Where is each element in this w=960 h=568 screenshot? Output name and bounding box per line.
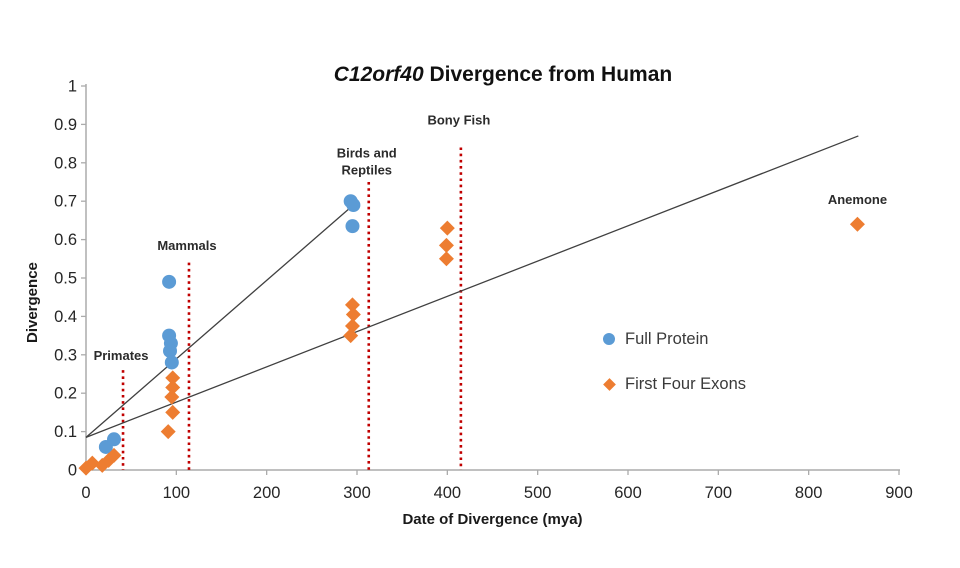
point-first-four-exons bbox=[165, 379, 181, 395]
y-tick-label: 0.3 bbox=[54, 346, 77, 364]
point-first-four-exons bbox=[438, 237, 454, 253]
point-full-protein bbox=[163, 343, 178, 358]
x-tick-label: 700 bbox=[705, 484, 733, 502]
full-protein-circle-icon bbox=[598, 333, 620, 345]
point-first-four-exons bbox=[343, 328, 359, 344]
point-first-four-exons bbox=[344, 318, 360, 334]
point-full-protein bbox=[162, 274, 177, 289]
point-first-four-exons bbox=[344, 297, 360, 313]
x-tick-label: 0 bbox=[81, 484, 90, 502]
clade-label: Primates bbox=[94, 348, 149, 363]
y-tick-label: 0.2 bbox=[54, 385, 77, 403]
x-tick-label: 800 bbox=[795, 484, 823, 502]
y-tick-label: 1 bbox=[68, 78, 77, 96]
point-first-four-exons bbox=[165, 404, 181, 420]
point-full-protein bbox=[107, 432, 122, 447]
legend-label-full-protein: Full Protein bbox=[625, 329, 709, 348]
clade-label: Mammals bbox=[157, 238, 216, 253]
y-tick-label: 0.7 bbox=[54, 193, 77, 211]
y-tick-label: 0.6 bbox=[54, 231, 77, 249]
x-tick-label: 900 bbox=[885, 484, 913, 502]
legend: Full Protein First Four Exons bbox=[598, 322, 746, 412]
y-tick-label: 0.9 bbox=[54, 116, 77, 134]
legend-item-full-protein: Full Protein bbox=[598, 322, 746, 356]
clade-label: Bony Fish bbox=[427, 112, 490, 127]
legend-item-first-four-exons: First Four Exons bbox=[598, 367, 746, 401]
point-first-four-exons bbox=[438, 251, 454, 267]
y-tick-label: 0.5 bbox=[54, 270, 77, 288]
point-full-protein bbox=[345, 219, 360, 234]
clade-label: Reptiles bbox=[341, 162, 392, 177]
point-first-four-exons bbox=[345, 306, 361, 322]
x-tick-label: 200 bbox=[253, 484, 281, 502]
trend-line-full-protein bbox=[85, 204, 354, 438]
first-four-exons-diamond-icon bbox=[598, 377, 620, 391]
point-full-protein bbox=[164, 355, 179, 370]
x-tick-label: 300 bbox=[343, 484, 371, 502]
x-tick-label: 100 bbox=[163, 484, 191, 502]
x-tick-label: 600 bbox=[614, 484, 642, 502]
point-first-four-exons bbox=[160, 424, 176, 440]
x-tick-label: 500 bbox=[524, 484, 552, 502]
point-first-four-exons bbox=[849, 216, 865, 232]
chart-title-gene: C12orf40 bbox=[333, 63, 424, 86]
legend-label-first-four-exons: First Four Exons bbox=[625, 374, 747, 393]
y-tick-label: 0.8 bbox=[54, 154, 77, 172]
point-full-protein bbox=[346, 198, 361, 213]
point-first-four-exons bbox=[165, 370, 181, 386]
y-tick-label: 0 bbox=[68, 462, 77, 480]
point-first-four-exons bbox=[164, 389, 180, 405]
x-axis-title: Date of Divergence (mya) bbox=[402, 511, 583, 528]
trend-line-first-four-exons bbox=[85, 135, 859, 438]
annotation-label: Anemone bbox=[828, 192, 887, 207]
chart-title: C12orf40 Divergence from Human bbox=[0, 63, 960, 87]
point-first-four-exons bbox=[439, 220, 455, 236]
chart-title-rest: Divergence from Human bbox=[423, 63, 673, 86]
y-tick-label: 0.4 bbox=[54, 308, 77, 326]
clade-label: Birds and bbox=[337, 145, 397, 160]
y-tick-label: 0.1 bbox=[54, 423, 77, 441]
x-tick-label: 400 bbox=[434, 484, 462, 502]
